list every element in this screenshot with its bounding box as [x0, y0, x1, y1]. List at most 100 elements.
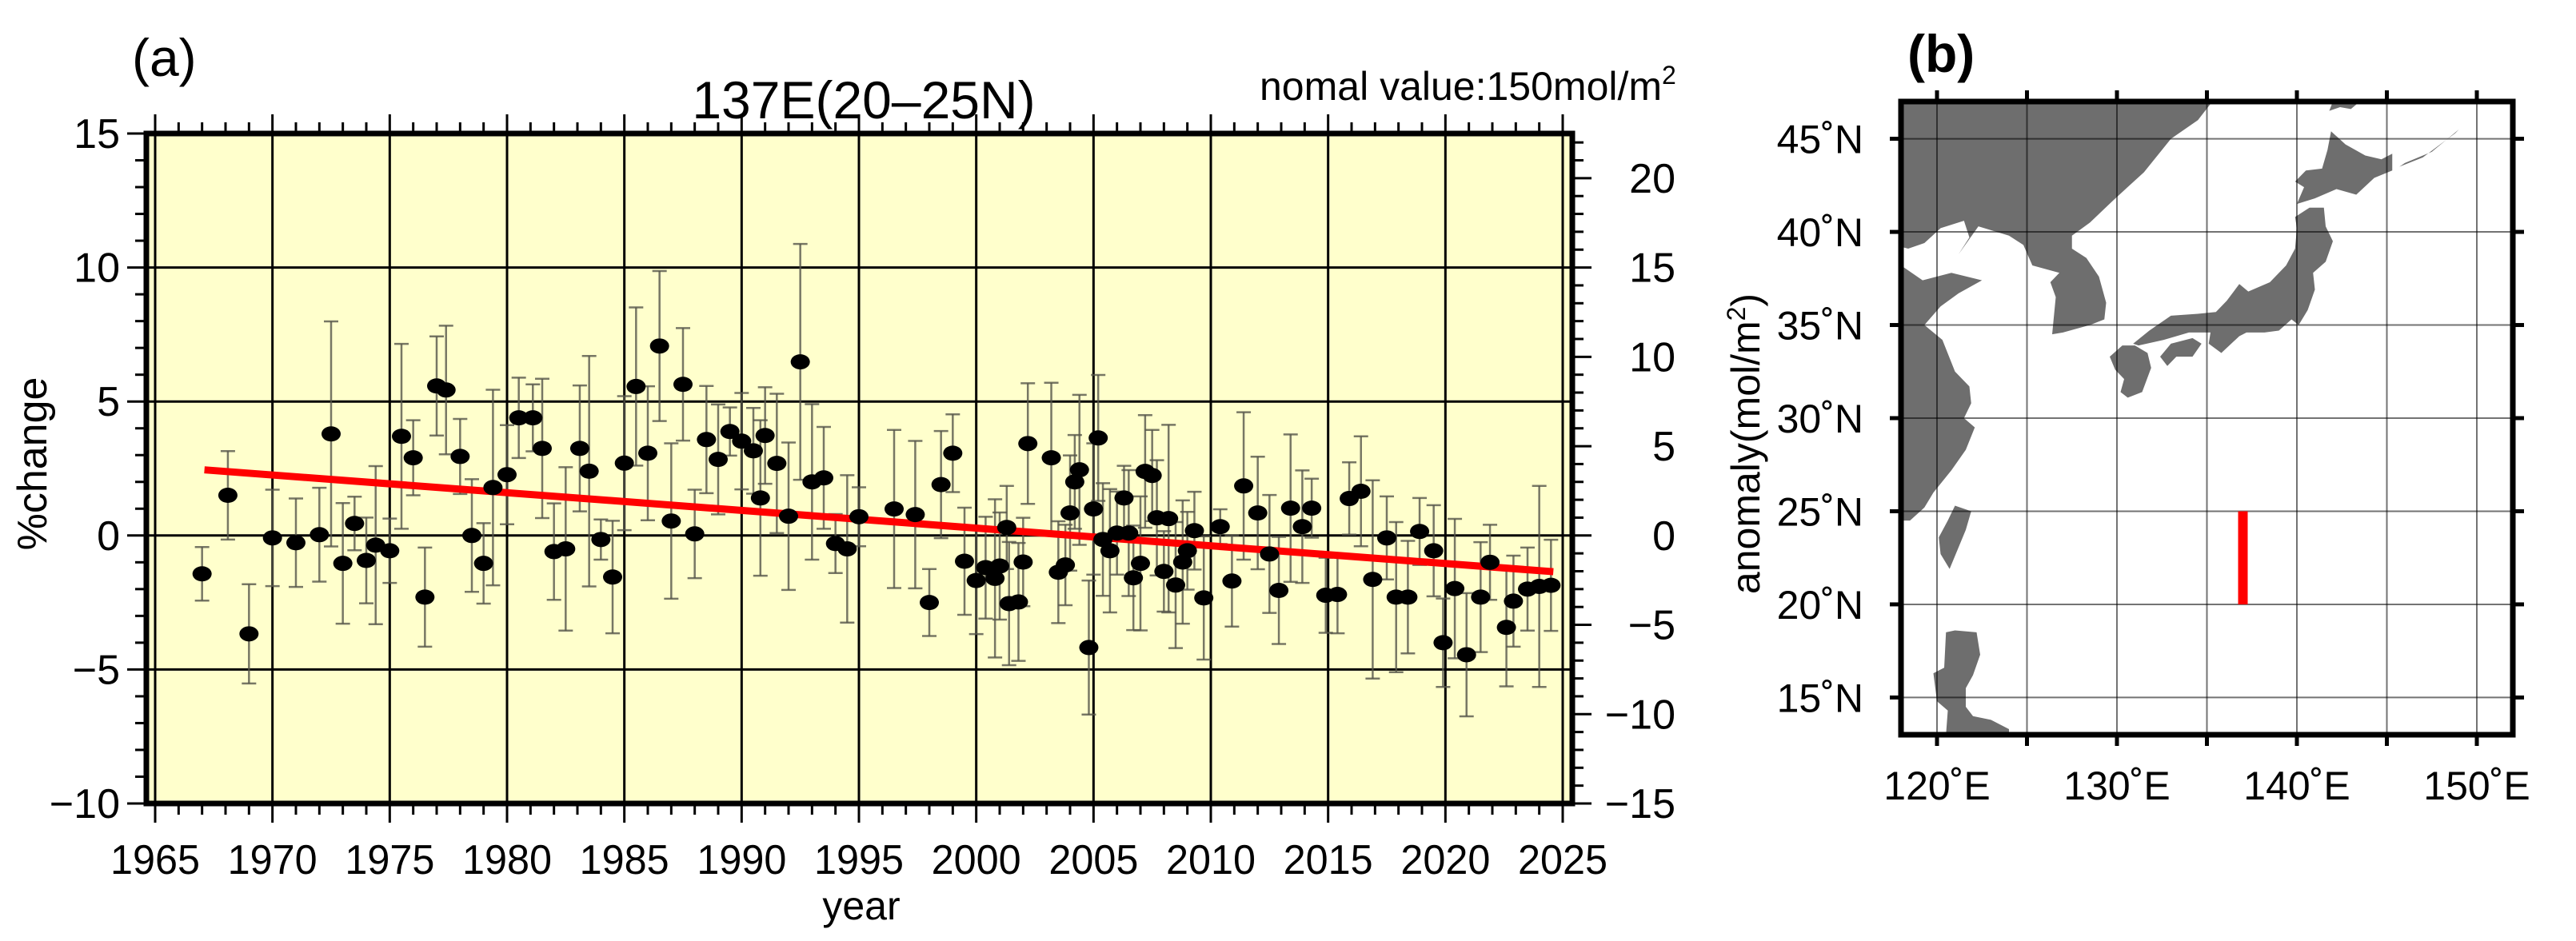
data-point	[1194, 590, 1214, 606]
land-china-east	[1901, 265, 1983, 521]
land-kyushu	[2110, 345, 2151, 398]
x-tick-label: 1980	[462, 837, 552, 883]
data-point	[720, 424, 740, 440]
data-point	[1445, 580, 1465, 596]
data-point	[985, 570, 1005, 586]
data-point	[661, 513, 681, 529]
x-axis-label: year	[822, 883, 900, 928]
land-kuril	[2399, 129, 2459, 167]
data-point	[1013, 554, 1033, 570]
data-point	[1496, 620, 1516, 636]
data-point	[1328, 587, 1348, 603]
data-point	[1363, 572, 1383, 588]
data-point	[1234, 478, 1254, 494]
data-point	[473, 556, 493, 572]
x-tick-label: 2025	[1518, 837, 1608, 883]
data-point	[732, 433, 752, 449]
data-point	[779, 508, 798, 524]
data-point	[1433, 635, 1453, 651]
data-point	[1398, 589, 1418, 605]
y-tick-label-left: 10	[74, 245, 120, 292]
chart-title: 137E(20–25N)	[692, 70, 1035, 130]
data-point	[1292, 519, 1312, 535]
data-point	[1093, 532, 1113, 548]
map-lat-label: 40˚N	[1777, 210, 1863, 255]
data-point	[523, 410, 543, 426]
x-tick-labels: 1965 1970 1975 1980 1985 1990 1995 2000 2005 2010…	[110, 837, 1608, 883]
data-point	[239, 626, 259, 642]
data-point	[649, 338, 669, 354]
y-tick-label-left: −10	[50, 781, 120, 827]
x-tick-label: 1975	[345, 837, 434, 883]
data-point	[1159, 511, 1179, 527]
data-point	[1471, 589, 1491, 605]
y-axis-label-right-close: )	[1723, 293, 1768, 307]
map-lat-label: 25˚N	[1777, 489, 1863, 534]
x-tick-label: 2020	[1400, 837, 1490, 883]
data-point	[750, 490, 770, 506]
data-point	[450, 449, 470, 465]
map-lon-label: 140˚E	[2243, 764, 2350, 808]
data-point	[1269, 583, 1289, 599]
data-point	[1079, 640, 1099, 656]
data-point	[1131, 556, 1150, 572]
y-tick-label-right: 0	[1652, 513, 1675, 560]
data-point	[192, 566, 212, 582]
y-tick-label-right: 15	[1629, 245, 1675, 292]
y-tick-label-left: −5	[73, 647, 120, 693]
data-point	[1084, 501, 1104, 517]
x-tick-label: 1990	[697, 837, 786, 883]
data-point	[483, 480, 503, 496]
y-tick-label-right: 5	[1652, 424, 1675, 470]
data-point	[790, 354, 810, 370]
normal-value-note: nomal value:150mol/m2	[1260, 61, 1676, 109]
data-point	[345, 516, 365, 532]
y-tick-label-right: 20	[1629, 156, 1675, 202]
data-point	[976, 560, 996, 576]
data-point	[1114, 490, 1134, 506]
map-lat-label: 45˚N	[1777, 118, 1863, 162]
map-lat-label: 15˚N	[1777, 676, 1863, 720]
data-point	[262, 530, 282, 546]
data-point	[1064, 474, 1084, 490]
data-point	[1088, 430, 1108, 446]
data-point	[218, 488, 238, 504]
map-lat-label: 30˚N	[1777, 397, 1863, 441]
land-hokkaido	[2294, 131, 2393, 205]
data-point	[591, 532, 611, 548]
data-point	[415, 589, 435, 605]
data-point	[569, 441, 589, 457]
data-point	[1504, 593, 1524, 609]
y-axis-label-right: anomaly(mol/m2)	[1722, 293, 1768, 594]
data-point	[462, 528, 481, 544]
x-tick-label: 2005	[1048, 837, 1138, 883]
panel-b-map: (b) 15˚N 20˚N 25˚N 30˚N 35˚N 40˚N 45˚N 120˚E 13…	[1777, 24, 2530, 808]
data-point	[1480, 554, 1500, 570]
map-lon-label: 150˚E	[2423, 764, 2530, 808]
data-point	[1018, 436, 1038, 452]
trend-line	[204, 466, 1554, 576]
data-point	[1456, 647, 1476, 663]
land-honshu	[2133, 207, 2333, 353]
data-point	[333, 556, 353, 572]
data-point	[996, 520, 1016, 536]
map-graticule	[1890, 90, 2524, 746]
data-point	[1142, 468, 1162, 484]
data-point	[1100, 543, 1120, 559]
data-point	[1424, 543, 1444, 559]
y-tick-label-left: 15	[74, 111, 120, 157]
data-point	[966, 572, 986, 588]
data-point	[603, 569, 622, 585]
data-point	[885, 501, 904, 517]
data-point	[1410, 524, 1430, 540]
x-tick-label: 2000	[932, 837, 1021, 883]
data-point	[614, 455, 634, 471]
data-point	[1056, 557, 1076, 573]
data-point	[533, 441, 552, 457]
data-point	[1260, 546, 1280, 562]
data-points	[192, 338, 1561, 663]
panel-a-chart: (a) 137E(20–25N) nomal value:150mol/m2 −…	[10, 28, 1768, 928]
map-lat-label: 20˚N	[1777, 583, 1863, 628]
y-tick-label-right: −5	[1628, 603, 1675, 649]
data-point	[1124, 570, 1144, 586]
